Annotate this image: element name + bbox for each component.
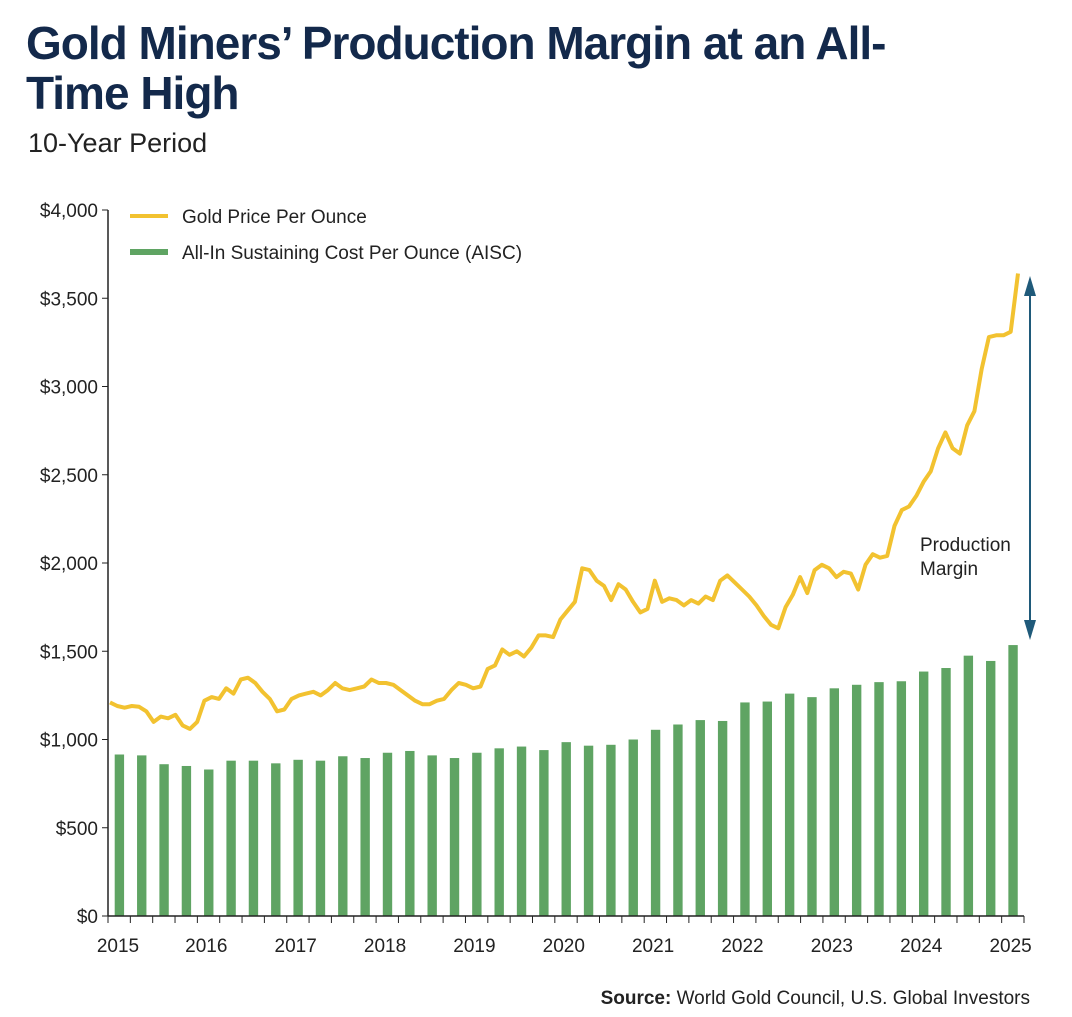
aisc-bar xyxy=(874,682,884,916)
aisc-bar xyxy=(717,720,728,916)
x-tick-label: 2025 xyxy=(989,936,1031,957)
x-tick-label: 2023 xyxy=(811,936,853,957)
aisc-bar xyxy=(807,697,817,916)
aisc-bar xyxy=(405,750,415,916)
x-tick-label: 2021 xyxy=(632,936,674,957)
aisc-bar xyxy=(941,668,951,916)
source-note: Source: World Gold Council, U.S. Global … xyxy=(601,988,1030,1010)
y-tick-label: $4,000 xyxy=(40,201,98,222)
source-label: Source: xyxy=(600,988,672,1009)
y-tick-label: $1,000 xyxy=(40,731,98,752)
y-tick-label: $0 xyxy=(77,907,98,928)
legend-gold-label: Gold Price Per Ounce xyxy=(182,207,367,228)
gold-price-line xyxy=(109,273,1020,731)
aisc-bar xyxy=(606,744,616,916)
y-tick-label: $2,500 xyxy=(40,466,98,487)
source-text: World Gold Council, U.S. Global Investor… xyxy=(671,988,1030,1009)
y-tick-label: $500 xyxy=(56,819,98,840)
chart-title: Gold Miners’ Production Margin at an All… xyxy=(26,17,886,119)
aisc-bar xyxy=(293,759,303,916)
aisc-bar xyxy=(918,671,929,916)
aisc-bar xyxy=(784,693,795,916)
aisc-bar xyxy=(1008,645,1018,916)
aisc-bar xyxy=(628,739,638,916)
aisc-bar xyxy=(539,750,549,916)
aisc-bar xyxy=(315,760,326,916)
x-tick-label: 2015 xyxy=(97,936,139,957)
x-tick-label: 2019 xyxy=(453,936,495,957)
aisc-bar xyxy=(271,763,281,916)
x-tick-label: 2017 xyxy=(275,936,317,957)
aisc-bar xyxy=(740,702,750,916)
legend: Gold Price Per Ounce All-In Sustaining C… xyxy=(130,207,522,264)
aisc-bar xyxy=(896,681,907,916)
aisc-bar xyxy=(360,758,370,916)
aisc-bar xyxy=(338,756,348,916)
aisc-bar xyxy=(427,755,437,916)
x-tick-label: 2020 xyxy=(543,936,585,957)
y-tick-label: $2,000 xyxy=(40,554,98,575)
aisc-bar xyxy=(204,769,214,916)
x-tick-label: 2022 xyxy=(721,936,763,957)
x-tick-label: 2016 xyxy=(185,936,227,957)
y-tick-label: $1,500 xyxy=(40,642,98,663)
aisc-bar xyxy=(695,720,705,916)
annotation-line-2: Margin xyxy=(920,559,978,580)
annotation-line-1: Production xyxy=(920,535,1011,556)
x-tick-label: 2024 xyxy=(900,936,943,957)
arrow-up-icon xyxy=(1024,276,1036,296)
aisc-bar xyxy=(516,746,527,916)
y-tick-label: $3,500 xyxy=(40,289,98,310)
aisc-bar xyxy=(673,724,683,916)
aisc-bar xyxy=(494,748,504,916)
aisc-bar xyxy=(382,752,393,916)
aisc-bar xyxy=(137,755,147,916)
y-tick-label: $3,000 xyxy=(40,378,98,399)
aisc-bar xyxy=(851,684,862,916)
aisc-bar xyxy=(114,754,125,916)
legend-aisc-label: All-In Sustaining Cost Per Ounce (AISC) xyxy=(182,243,522,264)
aisc-bar xyxy=(762,701,772,916)
aisc-bar xyxy=(181,765,192,916)
aisc-bar xyxy=(561,742,571,916)
aisc-bar xyxy=(449,758,460,916)
aisc-bar xyxy=(583,745,594,916)
aisc-bar xyxy=(829,688,840,916)
chart-subtitle: 10-Year Period xyxy=(28,128,208,158)
production-margin-annotation: Production Margin xyxy=(920,276,1036,640)
aisc-bar xyxy=(226,760,236,916)
aisc-bar xyxy=(248,760,259,916)
aisc-bar xyxy=(963,655,974,916)
aisc-bar xyxy=(159,764,169,916)
arrow-down-icon xyxy=(1024,620,1036,640)
aisc-bar xyxy=(650,729,661,916)
aisc-bar xyxy=(472,752,482,916)
aisc-bar xyxy=(986,660,996,916)
x-tick-label: 2018 xyxy=(364,936,406,957)
